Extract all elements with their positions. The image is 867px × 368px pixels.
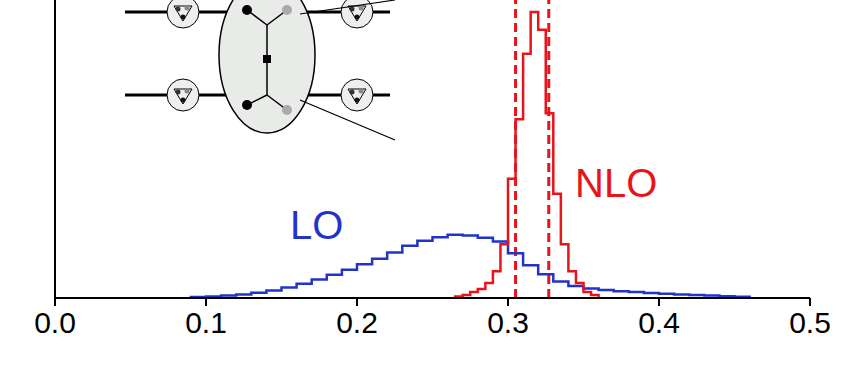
svg-text:0.4: 0.4 xyxy=(638,306,680,339)
svg-text:0.3: 0.3 xyxy=(487,306,529,339)
html-text:NLO: NLO xyxy=(575,161,658,205)
svg-text:0.0: 0.0 xyxy=(34,306,76,339)
svg-text:0.5: 0.5 xyxy=(789,306,831,339)
html-text:LO: LO xyxy=(290,203,344,247)
svg-text:0.1: 0.1 xyxy=(185,306,227,339)
svg-text:0.2: 0.2 xyxy=(336,306,378,339)
